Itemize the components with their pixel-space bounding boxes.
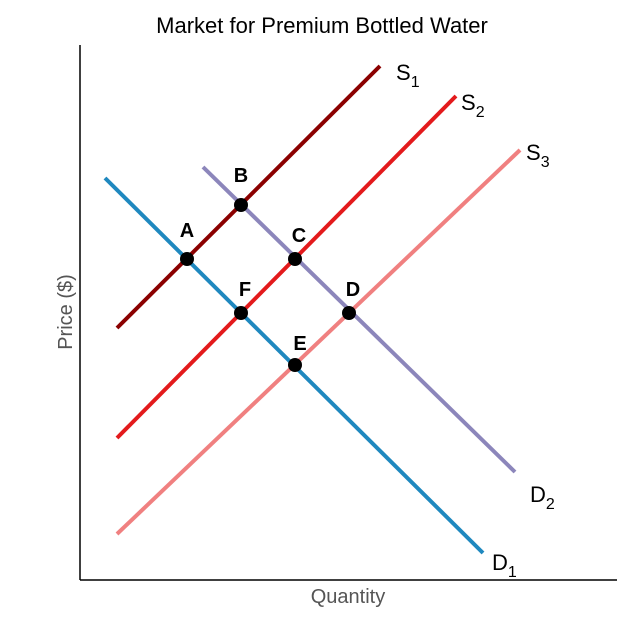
curve-labels: S1 S2 S3 D2 D1 (396, 60, 555, 581)
label-d2-base: D (530, 482, 546, 507)
equilibrium-points (180, 198, 356, 372)
label-s3-sub: 3 (541, 154, 550, 171)
point-b-marker (234, 198, 248, 212)
x-axis-label: Quantity (311, 586, 385, 608)
demand-curve-d2 (201, 165, 517, 474)
supply-curve-s3 (115, 148, 522, 536)
point-d-label: D (346, 279, 360, 301)
point-labels: A B C D E F (180, 165, 360, 355)
label-s3: S3 (526, 140, 550, 171)
point-f-marker (234, 306, 248, 320)
label-d1-base: D (492, 550, 508, 575)
label-s2-sub: 2 (476, 104, 485, 121)
label-d1-sub: 1 (508, 564, 517, 581)
label-s2: S2 (461, 90, 485, 121)
label-s1: S1 (396, 60, 420, 91)
label-d2: D2 (530, 482, 555, 513)
point-e-label: E (293, 333, 306, 355)
diagram-title: Market for Premium Bottled Water (156, 13, 488, 38)
curves-group (103, 64, 522, 555)
label-d2-sub: 2 (546, 496, 555, 513)
point-c-label: C (292, 225, 306, 247)
supply-curve-s2 (115, 94, 458, 440)
point-f-label: F (239, 279, 251, 301)
point-a-label: A (180, 220, 194, 242)
label-s2-base: S (461, 90, 476, 115)
point-c-marker (288, 252, 302, 266)
label-s1-sub: 1 (411, 74, 420, 91)
point-a-marker (180, 252, 194, 266)
label-s3-base: S (526, 140, 541, 165)
point-b-label: B (234, 165, 248, 187)
label-d1: D1 (492, 550, 517, 581)
point-d-marker (342, 306, 356, 320)
supply-curve-s1 (115, 64, 382, 330)
y-axis-label: Price ($) (55, 274, 77, 350)
label-s1-base: S (396, 60, 411, 85)
point-e-marker (288, 358, 302, 372)
